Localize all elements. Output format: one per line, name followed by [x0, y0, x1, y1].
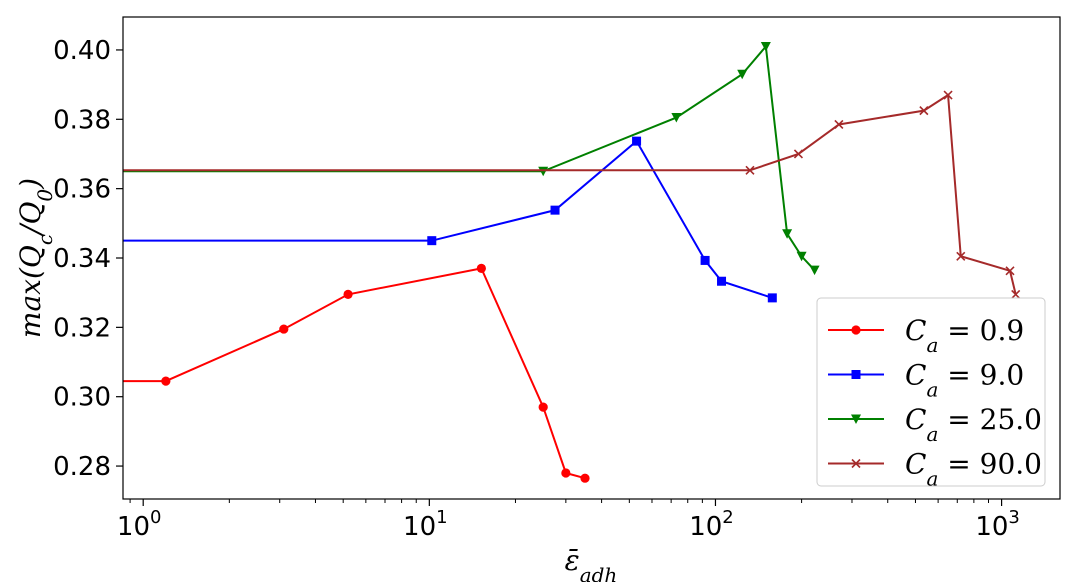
series-4-point-1: [53, 166, 61, 174]
series-1-point-7: [561, 468, 571, 478]
series-layer: [53, 41, 1021, 483]
series-1-point-2: [161, 376, 171, 386]
legend-marker-4-stroke-b: [851, 458, 861, 469]
series-2-point-5: [700, 255, 710, 265]
series-1-point-6: [538, 402, 548, 412]
ticks-layer: 0.28 0.30 0.32 0.34 0.36 0.38 0.40 100 101 102 103: [53, 36, 1020, 542]
series-1-line: [123, 267, 586, 480]
series-1-point-4: [343, 289, 353, 300]
series-2: [123, 136, 777, 303]
series-4-point-8-stroke-b: [1005, 266, 1015, 276]
series-2-point-7: [767, 293, 777, 303]
y-tick-label-3: 0.32: [53, 313, 111, 343]
legend-marker-3: [851, 414, 861, 424]
series-4-point-9: [1011, 289, 1021, 299]
series-4: [53, 90, 1021, 299]
legend-label-2: Ca = 9.0: [905, 359, 1024, 402]
series-3-point-6: [782, 229, 793, 239]
y-tick-label-6: 0.38: [53, 105, 111, 135]
series-4-point-4: [834, 119, 844, 130]
legend-label-3: Ca = 25.0: [905, 403, 1042, 446]
y-tick-label-2: 0.30: [53, 383, 111, 413]
series-1-point-5: [476, 263, 486, 274]
legend-items: Ca = 0.9Ca = 9.0Ca = 25.0Ca = 90.0: [828, 314, 1042, 491]
series-2-point-4: [632, 136, 642, 146]
series-3-point-7: [796, 251, 807, 262]
series-1-point-3: [279, 324, 289, 334]
series-1-point-8: [580, 473, 590, 483]
series-4-point-7-stroke-b: [956, 251, 966, 261]
legend-marker-4: [851, 458, 861, 469]
x-tick-label-3: 102: [689, 507, 734, 542]
series-4-point-3-stroke-b: [793, 149, 804, 159]
legend-label-4: Ca = 90.0: [905, 448, 1042, 491]
series-3-point-2: [538, 166, 549, 177]
y-tick-label-4: 0.34: [53, 244, 111, 274]
legend-label-1: Ca = 0.9: [905, 314, 1024, 357]
x-tick-label-2: 101: [403, 507, 448, 542]
legend-marker-1: [851, 325, 861, 335]
series-4-point-7: [956, 251, 966, 261]
series-3-point-5: [760, 41, 771, 52]
series-4-point-2: [745, 165, 755, 175]
series-4-point-2-stroke-b: [745, 165, 755, 175]
series-2-point-2: [427, 236, 437, 246]
legend-item-2: Ca = 9.0: [828, 359, 1024, 402]
series-4-point-6: [943, 90, 953, 100]
legend-item-3: Ca = 25.0: [828, 403, 1042, 446]
legend-item-4: Ca = 90.0: [828, 448, 1042, 491]
x-axis-label: ε̄adh: [565, 544, 618, 582]
series-4-point-8: [1005, 266, 1015, 276]
series-4-point-6-stroke-b: [943, 90, 953, 100]
series-2-point-6: [717, 276, 727, 286]
y-tick-label-7: 0.40: [53, 36, 111, 66]
y-axis-label: max(Qc/Q0): [14, 178, 57, 338]
legend: Ca = 0.9Ca = 9.0Ca = 25.0Ca = 90.0: [816, 297, 1046, 491]
series-3-point-3: [671, 113, 682, 123]
series-4-point-1-stroke-b: [53, 166, 61, 174]
series-4-point-5: [919, 106, 929, 116]
legend-marker-2: [851, 370, 861, 379]
series-3-point-4: [737, 69, 748, 80]
legend-box: [816, 297, 1046, 487]
series-4-point-3: [793, 149, 804, 159]
series-4-point-9-stroke-b: [1011, 289, 1021, 299]
x-tick-label-1: 100: [117, 507, 162, 542]
legend-item-1: Ca = 0.9: [828, 314, 1024, 357]
series-2-point-3: [550, 205, 560, 215]
series-1: [123, 263, 590, 483]
y-tick-label-1: 0.28: [53, 452, 111, 482]
series-4-point-1-stroke-a: [53, 166, 61, 174]
x-tick-label-4: 103: [975, 507, 1020, 542]
y-tick-label-5: 0.36: [53, 175, 111, 205]
series-4-point-5-stroke-b: [919, 106, 929, 116]
series-3-point-8: [809, 265, 820, 276]
series-3: [123, 41, 820, 276]
series-4-point-4-stroke-b: [834, 119, 844, 130]
